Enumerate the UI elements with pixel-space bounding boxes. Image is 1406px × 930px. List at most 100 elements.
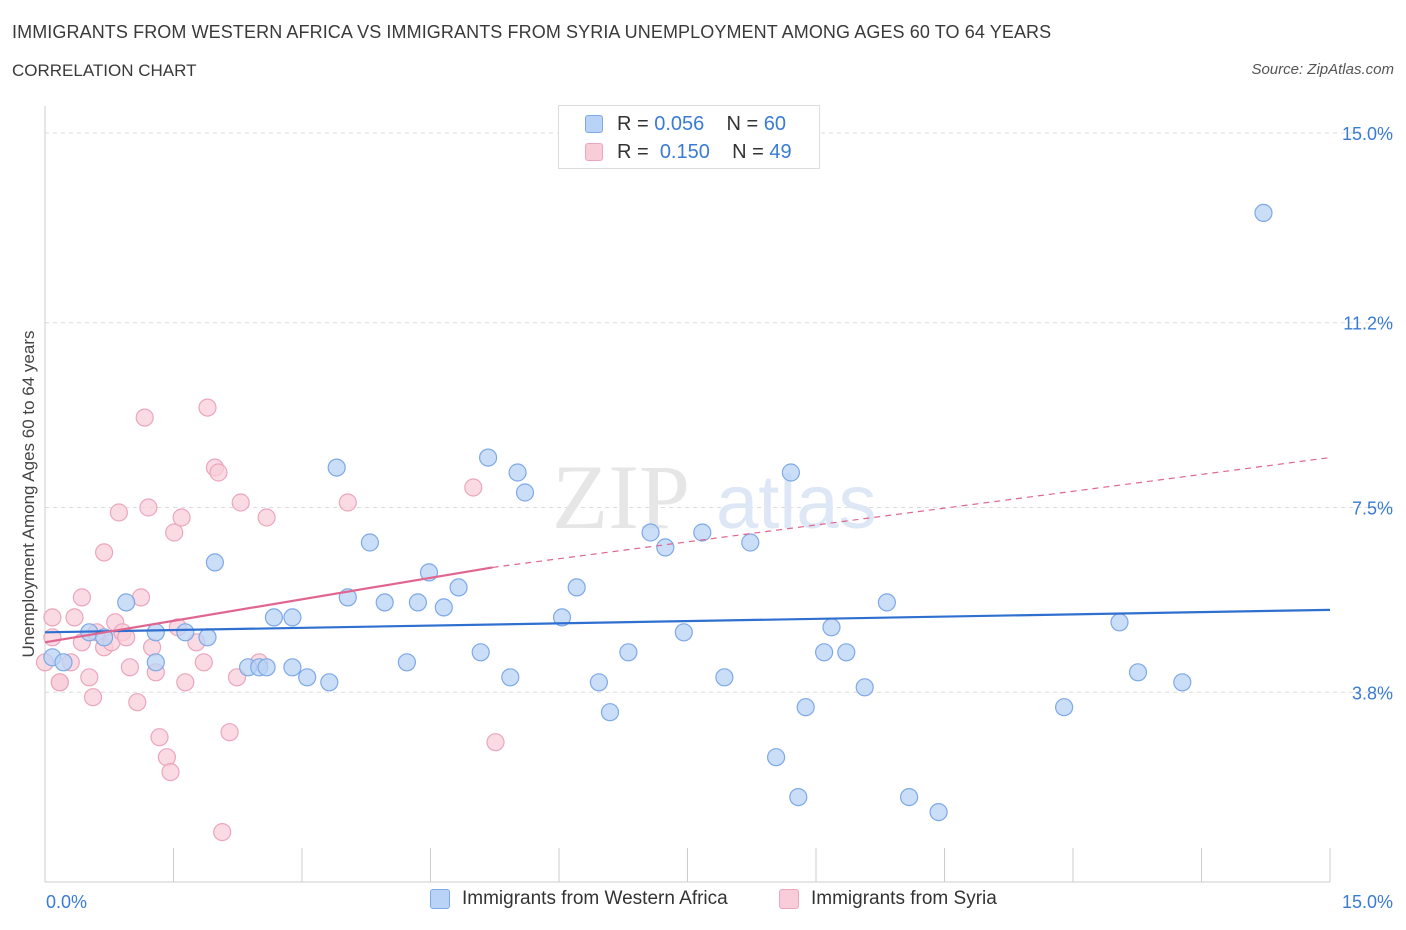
point-western-africa <box>619 643 638 662</box>
point-syria <box>72 588 92 607</box>
point-western-africa <box>656 538 675 557</box>
point-syria <box>157 748 176 767</box>
point-western-africa <box>471 643 490 662</box>
point-syria <box>50 673 69 692</box>
point-syria <box>135 408 154 427</box>
series-legend: Immigrants from Western Africa Immigrant… <box>0 888 1406 916</box>
trendline-syria-extension <box>492 456 1331 569</box>
watermark-zip: ZIP <box>552 446 690 548</box>
point-syria <box>139 498 158 517</box>
point-western-africa <box>117 593 136 612</box>
legend-n-value: 60 <box>763 112 787 135</box>
tick-label-layer: 15.0% 11.2% 7.5% 3.8% 0.0% 15.0% <box>46 124 1393 912</box>
point-western-africa <box>54 653 73 672</box>
point-western-africa <box>375 593 394 612</box>
point-western-africa <box>899 787 919 807</box>
point-western-africa <box>715 668 734 687</box>
point-syria <box>338 493 357 512</box>
point-western-africa <box>283 608 302 627</box>
point-western-africa <box>837 643 856 662</box>
point-western-africa <box>449 578 468 597</box>
point-syria <box>109 503 129 522</box>
point-syria <box>172 508 191 527</box>
point-western-africa <box>589 673 609 692</box>
stats-legend: R = 0.056 N = 60 R = 0.150 N = 49 <box>558 105 820 169</box>
point-western-africa <box>479 448 498 467</box>
source-note: Source: ZipAtlas.com <box>1251 61 1394 78</box>
legend-r-label: R = <box>617 112 649 135</box>
point-western-africa <box>781 463 801 482</box>
y-axis-label: Unemployment Among Ages 60 to 64 years <box>19 331 38 658</box>
legend-label: Immigrants from Western Africa <box>462 888 728 909</box>
point-syria <box>464 478 483 497</box>
point-syria <box>83 688 103 707</box>
point-western-africa <box>205 553 224 572</box>
trend-layer <box>44 456 1331 644</box>
point-syria <box>161 762 180 782</box>
point-western-africa <box>1054 698 1074 717</box>
point-syria <box>198 398 217 417</box>
x-tick-label: 15.0% <box>1342 892 1393 912</box>
legend-row-syria: R = 0.150 N = 49 <box>585 140 792 164</box>
legend-n-value: 49 <box>769 140 792 163</box>
point-western-africa <box>283 658 302 677</box>
point-western-africa <box>1254 203 1273 222</box>
point-western-africa <box>176 623 195 642</box>
point-western-africa <box>408 593 427 612</box>
trendline-syria <box>44 566 493 644</box>
point-syria <box>257 508 276 527</box>
point-western-africa <box>1128 663 1148 682</box>
legend-swatch-blue <box>430 889 450 909</box>
legend-n-label: N = <box>732 140 764 163</box>
legend-r-value: 0.056 <box>654 112 705 135</box>
point-western-africa <box>146 623 165 642</box>
point-syria <box>220 723 239 742</box>
point-western-africa <box>766 748 786 767</box>
legend-swatch-blue <box>585 115 603 133</box>
legend-swatch-pink <box>585 143 603 161</box>
legend-row-western-africa: R = 0.056 N = 60 <box>585 112 786 136</box>
point-western-africa <box>198 628 217 647</box>
trendline-western-africa <box>44 608 1331 634</box>
point-western-africa <box>1173 673 1192 692</box>
point-western-africa <box>515 483 535 502</box>
point-western-africa <box>796 698 815 717</box>
points-layer <box>35 203 1273 842</box>
legend-item-western-africa[interactable]: Immigrants from Western Africa <box>430 888 728 910</box>
axis-layer <box>44 106 1331 883</box>
point-western-africa <box>360 533 379 552</box>
point-western-africa <box>397 653 416 672</box>
point-western-africa <box>501 668 520 687</box>
point-western-africa <box>822 618 841 637</box>
point-western-africa <box>877 593 897 612</box>
point-western-africa <box>814 643 834 662</box>
point-syria <box>120 658 139 677</box>
legend-label: Immigrants from Syria <box>811 888 997 909</box>
point-syria <box>194 653 213 672</box>
point-western-africa <box>327 458 346 477</box>
y-tick-label: 7.5% <box>1352 499 1393 519</box>
legend-item-syria[interactable]: Immigrants from Syria <box>779 888 997 910</box>
point-western-africa <box>674 623 693 642</box>
point-syria <box>150 728 169 747</box>
point-western-africa <box>264 608 283 627</box>
point-syria <box>80 668 99 687</box>
point-western-africa <box>741 533 760 552</box>
point-syria <box>143 638 162 657</box>
y-tick-label: 11.2% <box>1343 314 1393 334</box>
y-tick-label: 3.8% <box>1352 683 1393 703</box>
point-western-africa <box>552 608 572 627</box>
point-western-africa <box>789 787 808 807</box>
point-western-africa <box>567 578 586 597</box>
point-syria <box>43 608 62 627</box>
legend-r-label: R = <box>617 140 649 163</box>
point-syria <box>128 693 147 712</box>
x-tick-label: 0.0% <box>46 892 87 912</box>
point-syria <box>165 523 184 542</box>
point-syria <box>209 463 228 482</box>
point-syria <box>65 608 84 627</box>
point-syria <box>231 493 250 512</box>
point-syria <box>94 543 114 562</box>
point-western-africa <box>257 658 276 677</box>
point-western-africa <box>600 703 620 722</box>
